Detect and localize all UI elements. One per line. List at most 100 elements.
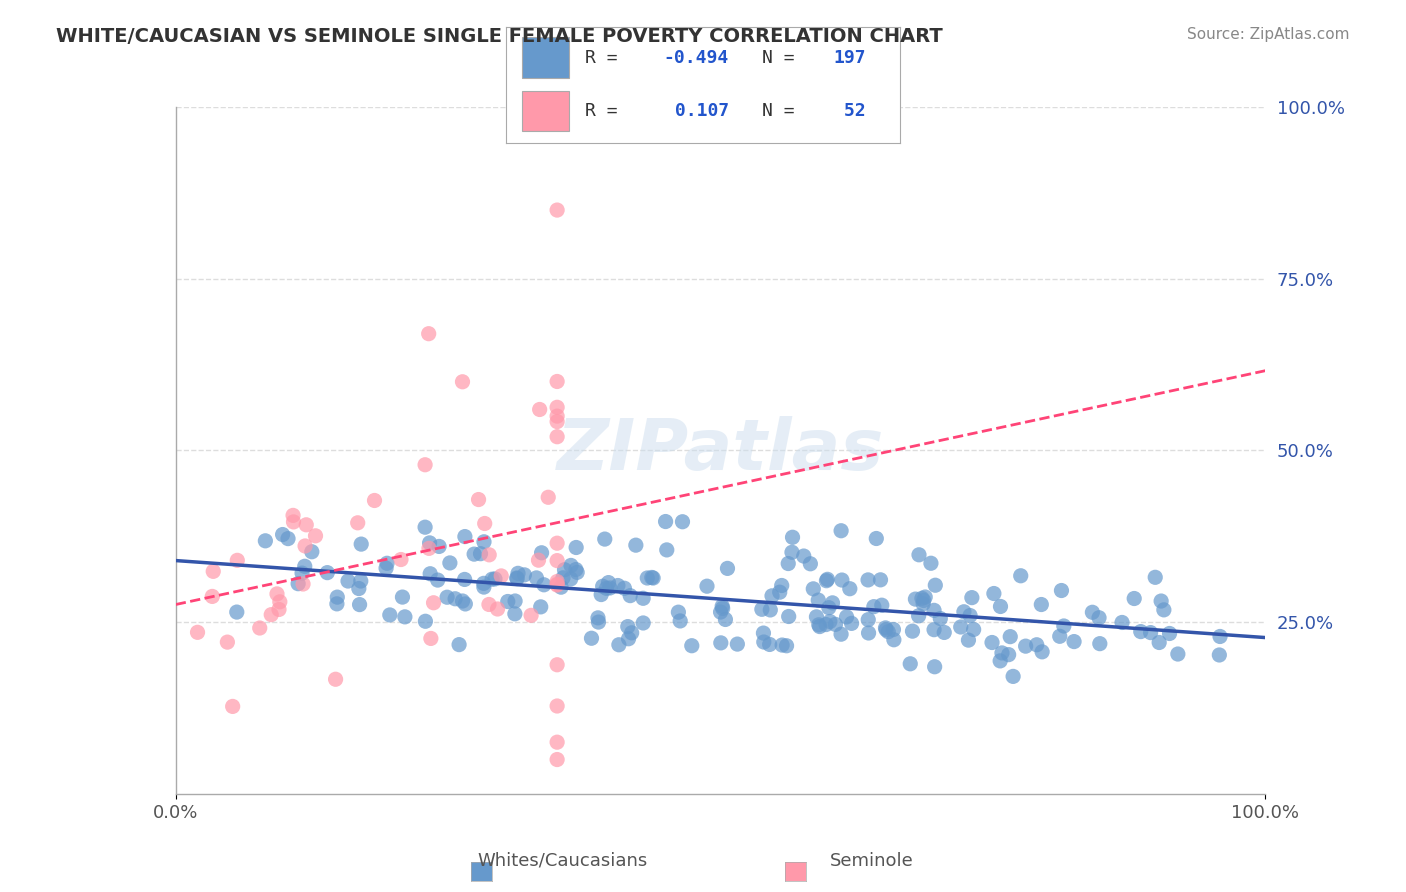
Point <box>375 556 398 570</box>
Point <box>554 563 576 577</box>
Point <box>1002 669 1025 683</box>
Point <box>294 559 316 574</box>
Point <box>316 566 339 580</box>
Point <box>716 561 738 575</box>
Point <box>546 430 568 444</box>
Point <box>858 613 880 627</box>
Point <box>415 614 437 628</box>
Point <box>1025 638 1047 652</box>
Point <box>418 541 440 556</box>
Point <box>350 574 373 588</box>
Point <box>277 532 299 546</box>
Point <box>586 611 609 625</box>
Point <box>883 632 905 647</box>
Text: -0.494: -0.494 <box>664 49 728 67</box>
Point <box>830 524 852 538</box>
Point <box>503 607 526 621</box>
Point <box>225 605 247 619</box>
Text: 52: 52 <box>832 103 866 120</box>
Point <box>1144 570 1167 584</box>
Point <box>901 624 924 639</box>
Point <box>807 617 830 632</box>
Point <box>530 546 553 560</box>
Point <box>962 623 984 637</box>
Point <box>1010 568 1032 582</box>
Point <box>291 566 314 581</box>
Point <box>655 542 678 557</box>
Point <box>254 533 277 548</box>
Point <box>394 610 416 624</box>
Point <box>759 603 782 617</box>
Point <box>671 515 693 529</box>
Point <box>1081 605 1104 619</box>
Point <box>835 610 858 624</box>
Point <box>1153 603 1175 617</box>
Point <box>506 571 529 585</box>
Point <box>201 590 224 604</box>
Point <box>484 572 506 586</box>
Point <box>560 572 582 586</box>
Point <box>858 626 880 640</box>
Point <box>831 573 853 587</box>
Point <box>922 603 945 617</box>
Point <box>801 582 824 596</box>
Point <box>1129 624 1152 639</box>
Point <box>481 572 503 586</box>
Point <box>472 580 495 594</box>
Point <box>591 588 613 602</box>
Point <box>444 591 467 606</box>
Point <box>666 605 689 619</box>
Point <box>326 597 349 611</box>
Point <box>326 590 349 604</box>
Point <box>725 637 748 651</box>
Point <box>520 608 543 623</box>
Point <box>226 553 249 567</box>
Point <box>186 625 208 640</box>
Point <box>530 599 553 614</box>
Point <box>898 657 921 671</box>
Point <box>581 632 603 646</box>
Point <box>537 490 560 504</box>
Text: Whites/Caucasians: Whites/Caucasians <box>477 852 648 870</box>
Point <box>546 735 568 749</box>
Point <box>807 593 830 607</box>
Point <box>838 582 860 596</box>
Point <box>761 589 783 603</box>
Point <box>565 563 588 577</box>
Point <box>546 657 568 672</box>
Point <box>295 517 318 532</box>
Point <box>991 646 1014 660</box>
Point <box>631 615 654 630</box>
Point <box>1031 645 1053 659</box>
Point <box>1049 629 1071 643</box>
Point <box>422 596 444 610</box>
Point <box>953 605 976 619</box>
Point <box>439 556 461 570</box>
Point <box>617 619 640 633</box>
Point <box>870 598 893 612</box>
Point <box>793 549 815 563</box>
Point <box>347 582 370 596</box>
Point <box>1063 634 1085 648</box>
Point <box>546 536 568 550</box>
Point <box>775 639 797 653</box>
Point <box>711 601 734 615</box>
Point <box>529 402 551 417</box>
Point <box>960 591 983 605</box>
Point <box>914 590 936 604</box>
Point <box>294 539 316 553</box>
Point <box>363 493 385 508</box>
Point <box>1150 594 1173 608</box>
Point <box>875 623 897 637</box>
Point <box>815 574 838 588</box>
Point <box>271 527 294 541</box>
Point <box>454 530 477 544</box>
Point <box>546 203 568 218</box>
Point <box>654 515 676 529</box>
Point <box>1139 625 1161 640</box>
Point <box>1088 611 1111 625</box>
Point <box>1031 598 1053 612</box>
Point <box>817 572 839 586</box>
Point <box>287 576 309 591</box>
Text: ZIPatlas: ZIPatlas <box>557 416 884 485</box>
